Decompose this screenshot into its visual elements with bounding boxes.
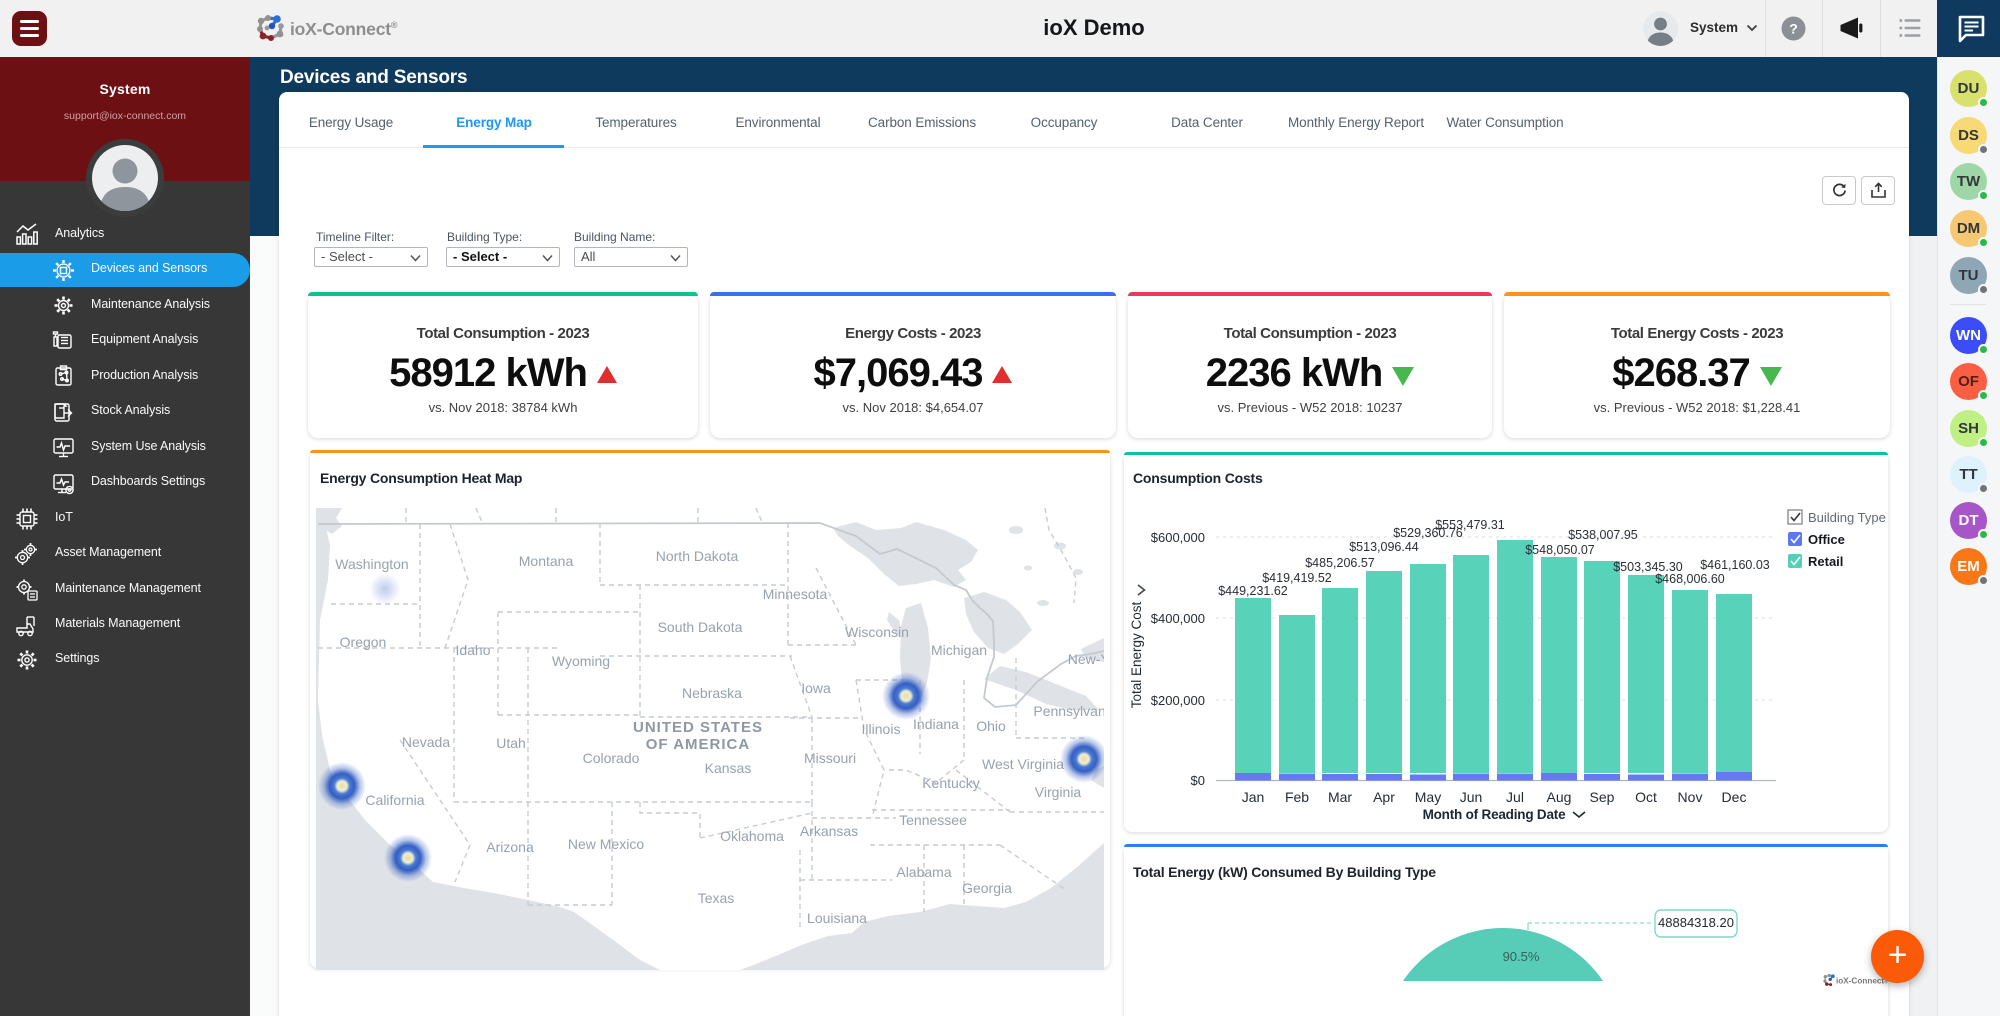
svg-text:Kentucky: Kentucky	[922, 775, 980, 791]
svg-text:May: May	[1415, 789, 1441, 805]
svg-text:Virginia: Virginia	[1035, 784, 1082, 800]
svg-text:90.5%: 90.5%	[1503, 949, 1540, 964]
svg-text:Colorado: Colorado	[583, 750, 640, 766]
svg-text:$548,050.07: $548,050.07	[1525, 543, 1595, 557]
svg-text:North Dakota: North Dakota	[656, 548, 739, 564]
svg-text:Oregon: Oregon	[340, 634, 387, 650]
svg-text:Mar: Mar	[1328, 789, 1352, 805]
svg-text:48884318.20: 48884318.20	[1658, 915, 1734, 930]
svg-text:UNITED STATES: UNITED STATES	[633, 719, 763, 736]
svg-text:$461,160.03: $461,160.03	[1700, 558, 1770, 572]
svg-text:Missouri: Missouri	[804, 750, 856, 766]
svg-text:Michigan: Michigan	[931, 642, 987, 658]
svg-text:$449,231.62: $449,231.62	[1218, 584, 1288, 598]
svg-text:New Mexico: New Mexico	[568, 836, 644, 852]
svg-text:$600,000: $600,000	[1151, 530, 1205, 545]
svg-text:Oklahoma: Oklahoma	[720, 828, 784, 844]
svg-text:Jan: Jan	[1242, 789, 1265, 805]
svg-text:$468,006.60: $468,006.60	[1655, 572, 1725, 586]
svg-text:Oct: Oct	[1635, 789, 1657, 805]
svg-text:$538,007.95: $538,007.95	[1568, 528, 1638, 542]
svg-text:Nov: Nov	[1678, 789, 1703, 805]
svg-text:Dec: Dec	[1722, 789, 1747, 805]
svg-text:$200,000: $200,000	[1151, 693, 1205, 708]
svg-text:?: ?	[1789, 21, 1798, 37]
svg-text:Month of Reading Date: Month of Reading Date	[1423, 807, 1566, 822]
svg-text:Texas: Texas	[698, 890, 735, 906]
svg-text:Montana: Montana	[519, 553, 574, 569]
svg-text:Wyoming: Wyoming	[552, 653, 610, 669]
svg-text:Jun: Jun	[1460, 789, 1483, 805]
svg-text:OF AMERICA: OF AMERICA	[646, 736, 750, 753]
svg-text:Building Type: Building Type	[1808, 510, 1886, 525]
svg-text:Iowa: Iowa	[801, 680, 831, 696]
svg-text:Feb: Feb	[1285, 789, 1309, 805]
svg-text:New-Yo: New-Yo	[1068, 651, 1104, 667]
svg-text:Louisiana: Louisiana	[807, 910, 867, 926]
svg-text:Pennsylvania: Pennsylvania	[1033, 703, 1104, 719]
svg-text:$419,419.52: $419,419.52	[1262, 571, 1332, 585]
svg-text:Tennessee: Tennessee	[899, 812, 967, 828]
svg-text:Retail: Retail	[1808, 554, 1843, 569]
svg-text:Jul: Jul	[1506, 789, 1524, 805]
svg-text:Indiana: Indiana	[913, 716, 959, 732]
svg-text:Kansas: Kansas	[705, 760, 752, 776]
svg-text:Apr: Apr	[1373, 789, 1395, 805]
svg-text:$400,000: $400,000	[1151, 611, 1205, 626]
svg-text:South Dakota: South Dakota	[658, 619, 743, 635]
svg-text:Idaho: Idaho	[455, 642, 490, 658]
svg-text:Georgia: Georgia	[962, 880, 1012, 896]
svg-text:Minnesota: Minnesota	[763, 586, 828, 602]
svg-text:Illinois: Illinois	[862, 721, 901, 737]
svg-text:$513,096.44: $513,096.44	[1349, 540, 1419, 554]
svg-text:Utah: Utah	[496, 735, 526, 751]
svg-text:Sep: Sep	[1590, 789, 1615, 805]
svg-text:Alabama: Alabama	[896, 864, 951, 880]
svg-text:$503,345.30: $503,345.30	[1613, 560, 1683, 574]
svg-text:Wisconsin: Wisconsin	[845, 624, 909, 640]
svg-text:$553,479.31: $553,479.31	[1435, 518, 1505, 532]
svg-text:Arkansas: Arkansas	[800, 823, 858, 839]
svg-text:Total Energy Cost: Total Energy Cost	[1129, 601, 1144, 708]
svg-text:California: California	[365, 792, 424, 808]
svg-text:Ohio: Ohio	[976, 718, 1006, 734]
svg-text:Nebraska: Nebraska	[682, 685, 742, 701]
svg-text:Arizona: Arizona	[486, 839, 534, 855]
svg-text:$485,206.57: $485,206.57	[1305, 556, 1375, 570]
svg-text:ioX-Connect®: ioX-Connect®	[1836, 977, 1888, 986]
svg-text:$529,360.76: $529,360.76	[1393, 526, 1463, 540]
svg-text:Office: Office	[1808, 532, 1845, 547]
svg-text:West Virginia: West Virginia	[982, 756, 1064, 772]
svg-text:Nevada: Nevada	[402, 734, 450, 750]
svg-text:Aug: Aug	[1547, 789, 1572, 805]
svg-text:$0: $0	[1191, 773, 1205, 788]
svg-text:Washington: Washington	[335, 556, 408, 572]
